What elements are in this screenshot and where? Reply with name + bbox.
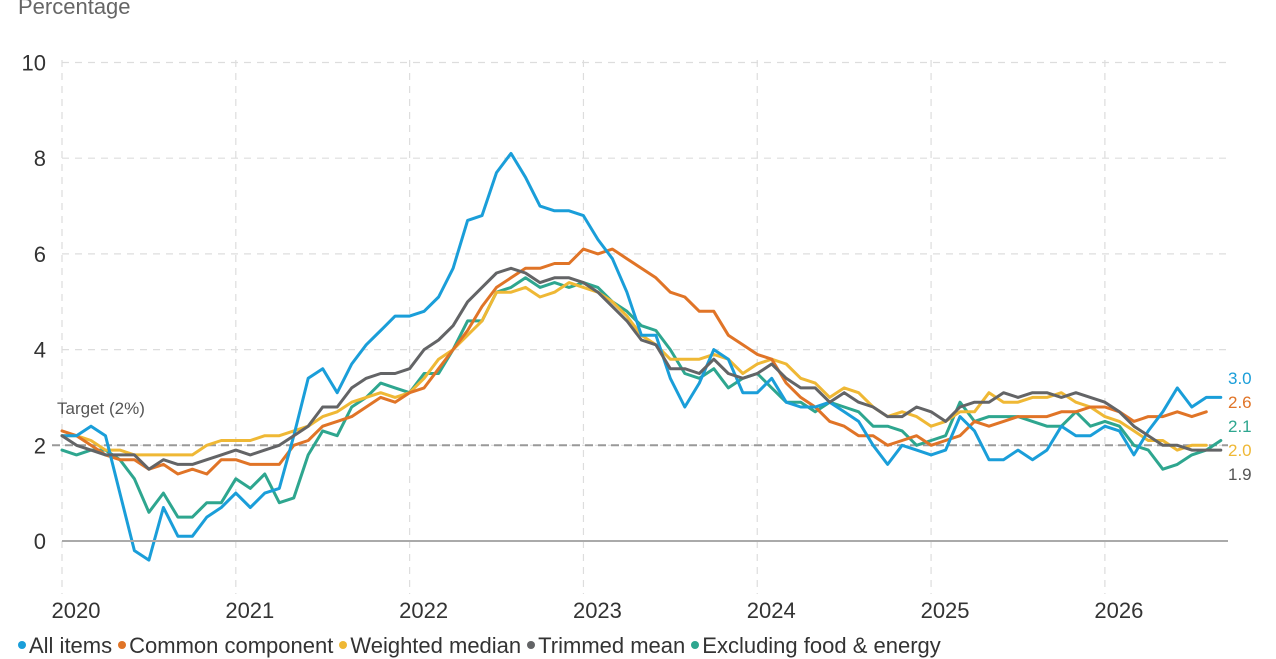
x-tick-label: 2021 [225, 598, 274, 623]
legend-item[interactable]: Weighted median [339, 633, 521, 659]
legend-item[interactable]: Trimmed mean [527, 633, 685, 659]
legend-label: Trimmed mean [538, 633, 686, 658]
legend-item[interactable]: All items [18, 633, 112, 659]
legend-label: Excluding food & energy [702, 633, 941, 658]
x-tick-label: 2024 [747, 598, 796, 623]
x-tick-label: 2023 [573, 598, 622, 623]
target-label: Target (2%) [57, 399, 145, 418]
end-value-label: 3.0 [1228, 369, 1252, 388]
series-line-trimmed-mean [60, 266, 1223, 471]
y-tick-label: 0 [34, 529, 46, 554]
y-axis-title: Percentage [18, 0, 131, 19]
end-value-label: 1.9 [1228, 465, 1252, 484]
legend-label: Common component [129, 633, 334, 658]
axes: 0 2 4 6 8 10 2020 2021 2022 2023 2024 2025 2026 3.0 2.… [22, 51, 1252, 624]
legend-label: All items [29, 633, 113, 658]
x-tick-label: 2026 [1094, 598, 1143, 623]
legend-label: Weighted median [350, 633, 522, 658]
end-value-label: 2.0 [1228, 441, 1252, 460]
x-tick-label: 2022 [399, 598, 448, 623]
end-value-label: 2.1 [1228, 417, 1252, 436]
x-tick-label: 2020 [52, 598, 101, 623]
x-tick-label: 2025 [921, 598, 970, 623]
legend-dot-icon [18, 641, 26, 650]
y-tick-label: 6 [34, 242, 46, 267]
legend: All items Common component Weighted median… [18, 633, 947, 659]
y-tick-label: 8 [34, 146, 46, 171]
legend-dot-icon [691, 641, 700, 650]
target-line-group: Target (2%) [52, 399, 1228, 447]
end-value-label: 2.6 [1228, 393, 1252, 412]
y-tick-label: 2 [34, 433, 46, 458]
gridlines [61, 60, 1228, 594]
legend-dot-icon [527, 641, 536, 650]
y-tick-label: 4 [34, 338, 46, 363]
legend-dot-icon [339, 641, 348, 650]
series-line-all-items [60, 151, 1223, 562]
legend-dot-icon [118, 641, 127, 650]
legend-item[interactable]: Excluding food & energy [691, 633, 941, 659]
legend-item[interactable]: Common component [118, 633, 333, 659]
series-line-excluding-food-energy [60, 276, 1223, 519]
series-line-common-component [60, 247, 1208, 476]
series-line-weighted-median [60, 281, 1208, 457]
series-lines [60, 151, 1223, 562]
y-tick-label: 10 [22, 51, 46, 76]
